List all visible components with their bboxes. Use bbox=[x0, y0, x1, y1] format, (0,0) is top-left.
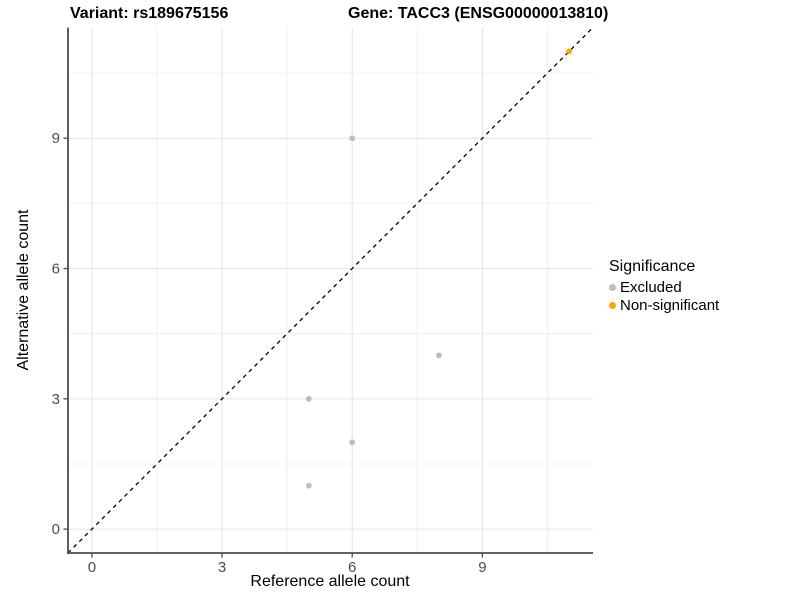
data-point-excluded bbox=[436, 352, 442, 359]
data-point-excluded bbox=[349, 439, 356, 446]
y-tick-label: 6 bbox=[52, 261, 60, 278]
x-tick-label: 9 bbox=[478, 559, 486, 576]
data-point-excluded bbox=[305, 395, 312, 402]
legend-title: Significance bbox=[609, 258, 696, 275]
y-tick-label: 9 bbox=[52, 130, 60, 147]
legend: Significance Excluded Non-significant bbox=[609, 258, 719, 314]
x-tick-label: 6 bbox=[348, 559, 356, 576]
non-significant-dot-icon bbox=[609, 301, 616, 309]
legend-item-label: Excluded bbox=[620, 278, 682, 296]
legend-item-label: Non-significant bbox=[620, 296, 720, 314]
data-point-excluded bbox=[349, 135, 356, 142]
y-tick-label: 3 bbox=[52, 391, 60, 408]
legend-item-non-significant: Non-significant bbox=[609, 296, 719, 314]
x-axis-title: Reference allele count bbox=[250, 573, 410, 590]
x-tick-label: 3 bbox=[218, 559, 226, 576]
x-tick-label: 0 bbox=[88, 559, 96, 576]
data-point-non-significant bbox=[566, 48, 573, 55]
gene-title: Gene: TACC3 (ENSG00000013810) bbox=[348, 5, 609, 22]
variant-title: Variant: rs189675156 bbox=[70, 5, 229, 22]
excluded-dot-icon bbox=[609, 283, 616, 291]
identity-line bbox=[67, 27, 594, 554]
data-point-excluded bbox=[305, 482, 312, 489]
legend-item-excluded: Excluded bbox=[609, 278, 719, 296]
y-tick-label: 0 bbox=[52, 521, 60, 538]
y-axis-title: Alternative allele count bbox=[15, 209, 32, 371]
